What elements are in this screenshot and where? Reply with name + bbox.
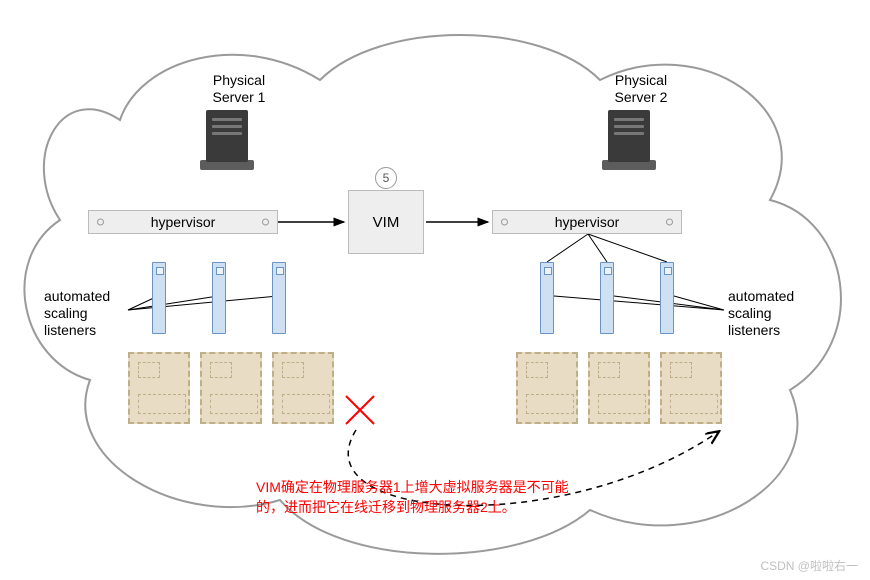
listener-blade: [600, 262, 614, 334]
vim-label: VIM: [373, 214, 400, 231]
listener-line: [128, 296, 218, 310]
fanout-line: [547, 234, 588, 262]
vm-box: [660, 352, 722, 424]
caption-line2: 的，进而把它在线迁移到物理服务器2上。: [256, 498, 616, 518]
hypervisor-left: hypervisor: [88, 210, 278, 234]
vim-box: VIM: [348, 190, 424, 254]
vm-box: [272, 352, 334, 424]
server2-label: Physical Server 2: [606, 72, 676, 106]
step-number: 5: [383, 171, 390, 185]
vm-box: [588, 352, 650, 424]
fanout-line: [588, 234, 667, 262]
diagram-stage: Physical Server 1 Physical Server 2 hype…: [0, 0, 870, 580]
listener-blade: [540, 262, 554, 334]
cloud-outline: [24, 35, 840, 554]
server1-label: Physical Server 1: [204, 72, 274, 106]
listener-line: [128, 296, 278, 310]
listener-blade: [660, 262, 674, 334]
server2-icon: [602, 110, 656, 170]
hypervisor-right-label: hypervisor: [555, 214, 620, 230]
caption-text: VIM确定在物理服务器1上增大虚拟服务器是不可能 的，进而把它在线迁移到物理服务…: [256, 478, 616, 517]
vm-box: [200, 352, 262, 424]
listener-blade: [152, 262, 166, 334]
caption-line1: VIM确定在物理服务器1上增大虚拟服务器是不可能: [256, 478, 616, 498]
listeners-right-label: automated scaling listeners: [728, 288, 808, 338]
listener-line: [674, 296, 724, 310]
listener-blade: [212, 262, 226, 334]
vm-box: [516, 352, 578, 424]
step-badge: 5: [375, 167, 397, 189]
watermark: CSDN @啦啦右一: [760, 557, 858, 574]
listener-blade: [272, 262, 286, 334]
hypervisor-right: hypervisor: [492, 210, 682, 234]
listeners-left-label: automated scaling listeners: [44, 288, 124, 338]
server1-icon: [200, 110, 254, 170]
cross-icon: [346, 396, 374, 424]
fanout-line: [588, 234, 607, 262]
listener-line: [554, 296, 724, 310]
vm-box: [128, 352, 190, 424]
hypervisor-left-label: hypervisor: [151, 214, 216, 230]
